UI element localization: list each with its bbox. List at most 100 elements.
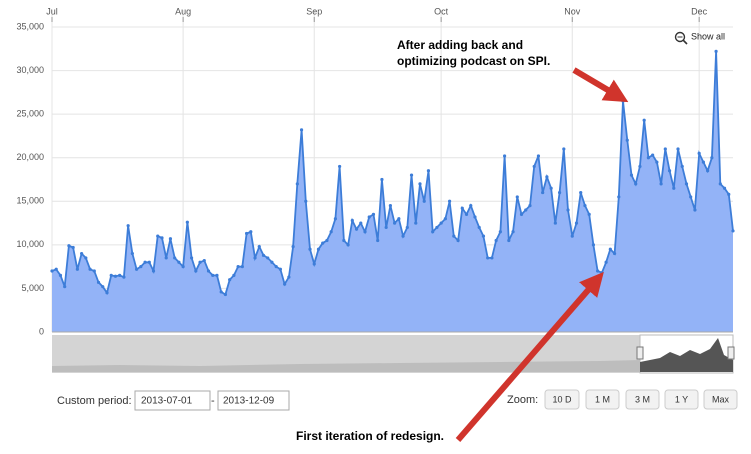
point <box>287 275 291 279</box>
date-input[interactable] <box>134 390 211 411</box>
point <box>350 218 354 223</box>
point <box>481 234 486 238</box>
point <box>316 247 321 251</box>
point <box>329 230 333 234</box>
point <box>354 227 359 231</box>
date-input[interactable] <box>217 390 290 411</box>
zoom-button[interactable] <box>544 389 580 410</box>
point <box>439 221 443 225</box>
annotation: optimizing podcast on SPI. <box>397 54 550 68</box>
point <box>625 138 629 142</box>
point <box>177 260 181 264</box>
point <box>469 204 473 208</box>
point <box>693 208 697 212</box>
point <box>460 206 464 210</box>
x-tick-label: Aug <box>175 6 191 16</box>
point <box>342 238 346 243</box>
point <box>388 204 392 208</box>
point <box>579 190 583 195</box>
point <box>464 212 469 216</box>
point <box>655 160 659 164</box>
point <box>727 192 731 196</box>
zoom-button[interactable] <box>664 389 699 410</box>
point <box>524 208 528 212</box>
point <box>278 267 283 271</box>
point <box>308 247 312 251</box>
point <box>557 190 562 195</box>
point <box>689 195 693 199</box>
show-all[interactable]: Show all <box>691 31 725 41</box>
point <box>101 285 105 289</box>
point <box>490 256 494 260</box>
point <box>291 245 295 249</box>
point <box>143 260 147 264</box>
zoom-button[interactable] <box>625 389 660 410</box>
navigator-series-selected <box>640 338 733 372</box>
date-to[interactable]: 2013-12-09 <box>223 396 275 407</box>
point <box>363 230 367 234</box>
point <box>232 273 236 277</box>
point <box>651 153 655 157</box>
point <box>629 173 634 177</box>
point <box>211 273 215 277</box>
point <box>405 225 409 230</box>
date-from[interactable]: 2013-07-01 <box>141 396 193 407</box>
arrow <box>455 271 604 442</box>
point <box>325 238 329 243</box>
point <box>202 258 206 263</box>
point <box>397 217 401 221</box>
point <box>253 256 257 260</box>
point <box>621 99 625 103</box>
zoom-button-label[interactable]: Max <box>712 394 730 404</box>
zoom-button[interactable] <box>703 389 738 410</box>
point <box>570 234 574 238</box>
point <box>617 195 621 199</box>
zoom-button-label[interactable]: 1 Y <box>675 394 688 404</box>
point <box>532 164 536 169</box>
zoom-button-label[interactable]: 1 M <box>595 394 610 404</box>
zoom-buttons: 10 D 1 M 3 M 1 Y Max <box>544 389 738 410</box>
point <box>134 267 139 271</box>
plot <box>50 49 735 333</box>
point <box>401 234 405 238</box>
point <box>612 251 617 256</box>
point <box>312 262 316 266</box>
point <box>697 151 701 155</box>
point <box>596 269 600 273</box>
point <box>591 243 596 247</box>
x-tick-label: Sep <box>306 6 322 16</box>
navigator-series <box>52 360 640 372</box>
y-tick-label: 20,000 <box>16 152 44 162</box>
point <box>96 280 101 284</box>
point <box>304 199 308 203</box>
point <box>122 275 126 279</box>
point <box>54 267 58 271</box>
y-tick-label: 30,000 <box>16 65 44 75</box>
point <box>270 260 274 264</box>
zoom-button-label[interactable]: 10 D <box>552 394 572 404</box>
point <box>333 217 337 221</box>
point <box>566 208 570 212</box>
point <box>507 238 511 243</box>
y-tick-label: 10,000 <box>16 239 44 249</box>
point <box>321 241 325 245</box>
point <box>80 251 84 256</box>
navigator-handle[interactable] <box>727 346 735 360</box>
point <box>380 177 384 182</box>
point <box>67 244 71 248</box>
zoom-icon[interactable] <box>674 31 686 43</box>
point <box>92 269 96 273</box>
point <box>435 225 439 230</box>
point <box>519 212 524 216</box>
point <box>249 230 253 234</box>
point <box>118 273 122 277</box>
point <box>431 230 435 234</box>
point <box>587 212 591 216</box>
point <box>130 251 134 256</box>
zoom-button[interactable] <box>585 389 620 410</box>
zoom-button-label[interactable]: 3 M <box>635 394 650 404</box>
navigator-handle[interactable] <box>636 346 644 360</box>
point <box>274 265 278 269</box>
point <box>50 269 54 273</box>
point <box>511 230 515 234</box>
